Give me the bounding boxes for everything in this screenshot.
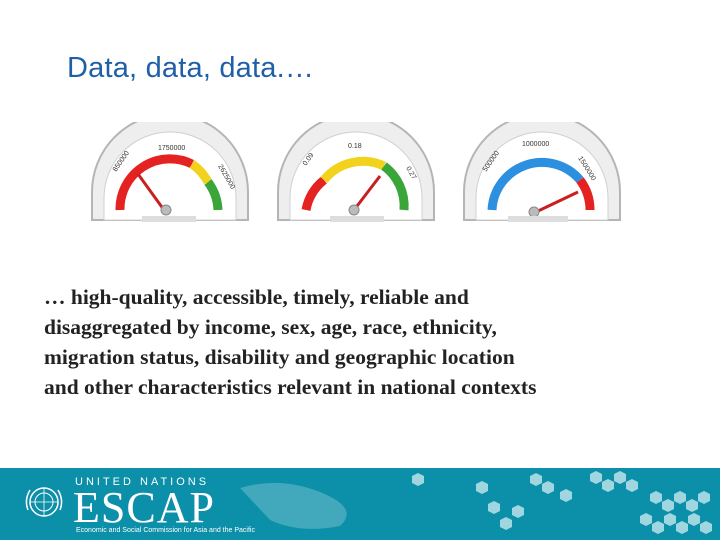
slide-title: Data, data, data.…	[67, 52, 315, 84]
gauge-1: 850000 1750000 2625000	[80, 122, 260, 222]
gauge-2: 0.09 0.18 0.27	[266, 122, 446, 222]
body-line-3: migration status, disability and geograp…	[44, 345, 515, 369]
slide-body-text: … high-quality, accessible, timely, reli…	[44, 282, 704, 402]
gauge-image-strip: 850000 1750000 2625000 0.09 0.18 0.27	[80, 122, 640, 222]
body-line-4: and other characteristics relevant in na…	[44, 375, 537, 399]
gauge-3: 500000 1000000 1500000	[452, 122, 632, 222]
body-line-1: … high-quality, accessible, timely, reli…	[44, 285, 469, 309]
un-emblem-icon	[25, 487, 63, 517]
gauge-1-label-mid: 1750000	[158, 145, 185, 152]
un-org-line: UNITED NATIONS	[75, 476, 210, 488]
hexagon-pattern-decoration	[240, 471, 712, 534]
escap-subtitle: Economic and Social Commission for Asia …	[76, 527, 255, 534]
gauge-2-label-mid: 0.18	[348, 143, 362, 150]
body-line-2: disaggregated by income, sex, age, race,…	[44, 315, 497, 339]
gauge-3-label-mid: 1000000	[522, 141, 549, 148]
footer-banner: UNITED NATIONS ESCAP Economic and Social…	[0, 468, 720, 540]
escap-logo-text: ESCAP	[73, 483, 215, 532]
